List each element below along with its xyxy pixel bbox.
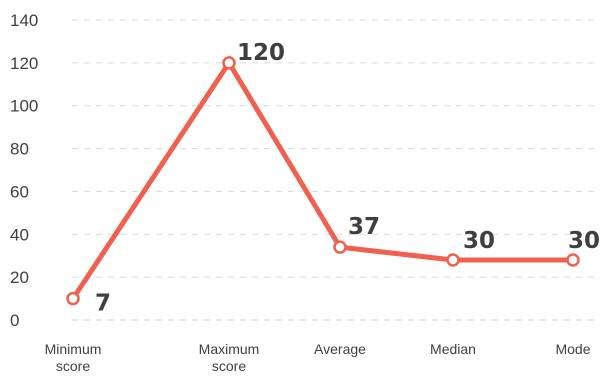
data-label: 30: [463, 228, 495, 254]
x-axis-ticks: Minimum score Maximum score Average Median Mod…: [45, 341, 591, 374]
y-tick-label: 120: [10, 54, 38, 73]
data-label: 37: [348, 214, 380, 240]
y-tick-label: 60: [10, 182, 29, 201]
y-tick-label: 20: [10, 268, 29, 287]
data-label: 120: [237, 40, 285, 66]
y-tick-label: 40: [10, 225, 29, 244]
y-tick-label: 140: [10, 11, 38, 30]
data-point: [446, 253, 460, 267]
y-tick-label: 100: [10, 97, 38, 116]
data-point: [566, 253, 580, 267]
y-axis-ticks: 0 20 40 60 80 100 120 140: [10, 11, 38, 330]
data-point: [66, 291, 80, 306]
x-tick-label: Average: [314, 341, 366, 357]
x-tick-label: Maximum score: [199, 341, 260, 374]
x-tick-label: Minimum score: [45, 341, 102, 374]
x-tick-label: Mode: [555, 341, 590, 357]
data-point: [222, 56, 236, 70]
data-point: [333, 240, 347, 254]
y-tick-label: 0: [10, 311, 19, 330]
x-tick-label: Median: [430, 341, 476, 357]
series-line: [70, 60, 576, 302]
series-layer: [66, 56, 580, 306]
grid-lines: [72, 19, 598, 321]
data-label: 30: [568, 228, 600, 254]
data-label: 7: [95, 291, 111, 317]
y-tick-label: 80: [10, 140, 29, 159]
data-labels: 7 120 37 30 30: [95, 40, 600, 317]
